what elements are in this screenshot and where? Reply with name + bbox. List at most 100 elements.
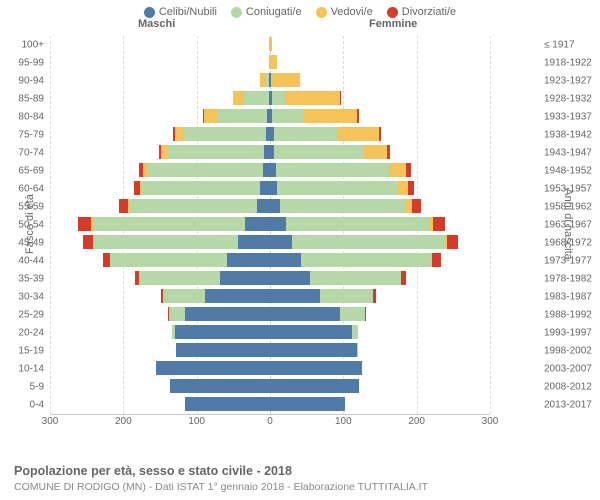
y-tick-birth: 1933-1937 — [544, 112, 600, 123]
bar-male-seg — [263, 163, 270, 177]
legend-label: Coniugati/e — [246, 6, 302, 18]
bar-male-seg — [147, 163, 263, 177]
y-tick-birth: 1938-1942 — [544, 130, 600, 141]
bar-male-seg — [94, 235, 238, 249]
pyramid-row — [50, 306, 490, 324]
bar-female-seg — [276, 163, 389, 177]
bar-female-seg — [401, 271, 407, 285]
bar-female-seg — [274, 145, 363, 159]
pyramid-row — [50, 36, 490, 54]
pyramid-row — [50, 54, 490, 72]
legend-label: Divorziati/e — [402, 6, 456, 18]
bar-male-seg — [139, 271, 220, 285]
y-tick-birth: 1958-1962 — [544, 202, 600, 213]
x-tick: 100 — [188, 416, 205, 427]
bar-female-seg — [270, 55, 277, 69]
pyramid-row — [50, 180, 490, 198]
bar-female-seg — [447, 235, 457, 249]
bar-female-seg — [357, 109, 358, 123]
bar-male-seg — [168, 307, 169, 321]
bar-male-seg — [227, 253, 270, 267]
y-tick-birth: 1973-1977 — [544, 256, 600, 267]
bar-male-seg — [238, 235, 270, 249]
bar-male-seg — [172, 325, 174, 339]
legend: Celibi/Nubili Coniugati/e Vedovi/e Divorzia… — [0, 0, 600, 18]
bar-female-seg — [398, 181, 408, 195]
bar-female-seg — [270, 199, 280, 213]
bar-female-seg — [270, 235, 292, 249]
y-tick-birth: 1963-1967 — [544, 220, 600, 231]
bar-female-seg — [373, 289, 376, 303]
bar-female-seg — [272, 73, 300, 87]
bar-male-seg — [163, 289, 206, 303]
y-tick-birth: 2008-2012 — [544, 382, 600, 393]
pyramid-row — [50, 126, 490, 144]
y-tick-birth: 1968-1972 — [544, 238, 600, 249]
y-tick-birth: 1953-1957 — [544, 184, 600, 195]
bar-male-seg — [134, 181, 140, 195]
bar-female-seg — [277, 181, 397, 195]
bar-male-seg — [185, 307, 270, 321]
bar-female-seg — [270, 361, 362, 375]
y-tick-age: 80-84 — [0, 112, 44, 123]
bar-female-seg — [412, 199, 421, 213]
bar-male-seg — [205, 289, 270, 303]
legend-item: Vedovi/e — [316, 6, 373, 18]
pyramid-row — [50, 234, 490, 252]
bar-male-seg — [176, 343, 270, 357]
y-tick-birth: 1928-1932 — [544, 94, 600, 105]
bar-male-seg — [175, 325, 270, 339]
legend-label: Vedovi/e — [331, 6, 373, 18]
y-ticks-left: 100+95-9990-9485-8980-8475-7970-7465-696… — [0, 36, 48, 414]
pyramid-row — [50, 252, 490, 270]
pyramid-row — [50, 108, 490, 126]
bar-female-seg — [270, 307, 340, 321]
bar-male-seg — [260, 73, 265, 87]
y-tick-age: 10-14 — [0, 364, 44, 375]
y-tick-birth: 2003-2007 — [544, 364, 600, 375]
y-tick-age: 15-19 — [0, 346, 44, 357]
bar-female-seg — [270, 181, 277, 195]
bar-male-seg — [143, 163, 147, 177]
y-tick-birth: 1918-1922 — [544, 58, 600, 69]
bar-female-seg — [310, 271, 401, 285]
bar-male-seg — [167, 145, 264, 159]
x-ticks: 3002001000100200300 — [50, 416, 490, 432]
pyramid-row — [50, 198, 490, 216]
bar-female-seg — [340, 307, 365, 321]
y-tick-age: 85-89 — [0, 94, 44, 105]
legend-swatch-icon — [144, 7, 155, 18]
bar-female-seg — [270, 271, 310, 285]
y-tick-age: 60-64 — [0, 184, 44, 195]
y-tick-age: 35-39 — [0, 274, 44, 285]
bar-male-seg — [173, 127, 174, 141]
bar-male-seg — [161, 289, 162, 303]
bar-male-seg — [128, 199, 129, 213]
y-tick-age: 5-9 — [0, 382, 44, 393]
x-tick: 300 — [482, 416, 499, 427]
y-tick-age: 45-49 — [0, 238, 44, 249]
pyramid-row — [50, 90, 490, 108]
y-tick-age: 25-29 — [0, 310, 44, 321]
plot-area — [50, 36, 490, 415]
bar-male-seg — [110, 253, 227, 267]
bar-female-seg — [365, 307, 366, 321]
y-tick-age: 30-34 — [0, 292, 44, 303]
footer: Popolazione per età, sesso e stato civil… — [14, 463, 428, 494]
pyramid-row — [50, 288, 490, 306]
legend-item: Celibi/Nubili — [144, 6, 217, 18]
bar-male-seg — [260, 181, 270, 195]
y-tick-birth: 1948-1952 — [544, 166, 600, 177]
bar-female-seg — [270, 289, 320, 303]
bar-female-seg — [270, 37, 272, 51]
bar-female-seg — [406, 163, 410, 177]
bar-male-seg — [220, 271, 270, 285]
bar-female-seg — [292, 235, 446, 249]
bar-male-seg — [185, 397, 270, 411]
bar-female-seg — [432, 253, 441, 267]
bar-male-seg — [159, 145, 161, 159]
y-tick-birth: 1988-1992 — [544, 310, 600, 321]
y-tick-age: 40-44 — [0, 256, 44, 267]
y-tick-age: 90-94 — [0, 76, 44, 87]
x-tick: 300 — [42, 416, 59, 427]
